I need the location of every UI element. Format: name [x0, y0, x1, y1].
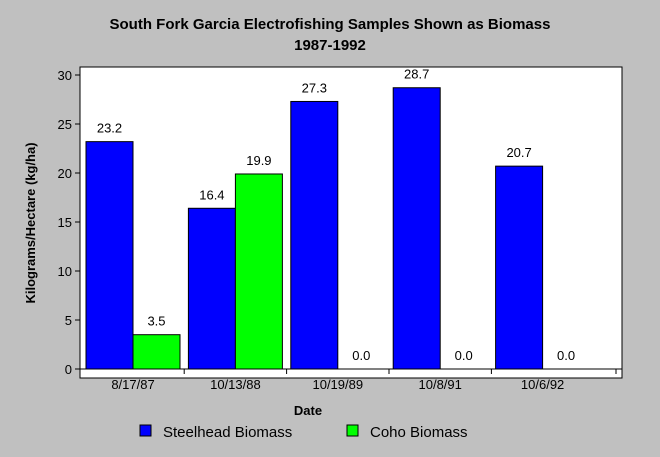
- data-label-steelhead-1: 16.4: [199, 187, 224, 202]
- x-tick-label: 10/8/91: [419, 377, 462, 392]
- x-axis-label: Date: [294, 403, 322, 418]
- y-tick-label: 30: [58, 68, 72, 83]
- y-tick-label: 20: [58, 166, 72, 181]
- bar-steelhead-1: [187, 207, 236, 370]
- bar-coho-1: [234, 173, 283, 370]
- data-label-coho-1: 19.9: [246, 153, 271, 168]
- legend-swatch-steelhead: [139, 424, 152, 437]
- bar-steelhead-2: [290, 100, 339, 370]
- x-axis: 8/17/87 10/13/88 10/19/89 10/8/91 10/6/92: [79, 368, 622, 392]
- bar-steelhead-4: [495, 165, 544, 370]
- legend: Steelhead Biomass Coho Biomass: [139, 424, 468, 441]
- y-tick-label: 15: [58, 215, 72, 230]
- bar-coho-0: [132, 334, 181, 370]
- y-tick-label: 0: [65, 362, 72, 377]
- legend-label-coho: Coho Biomass: [370, 424, 468, 441]
- bar-steelhead-0: [85, 141, 134, 370]
- chart-title: South Fork Garcia Electrofishing Samples…: [110, 16, 551, 33]
- y-tick-label: 25: [58, 117, 72, 132]
- y-axis: 0 5 10 15 20 25 30: [58, 68, 81, 377]
- y-tick-label: 5: [65, 313, 72, 328]
- bars-layer: [85, 87, 544, 370]
- data-label-steelhead-3: 28.7: [404, 67, 429, 82]
- bar-steelhead-3: [392, 87, 441, 370]
- x-tick-label: 10/13/88: [210, 377, 261, 392]
- data-label-coho-2: 0.0: [352, 348, 370, 363]
- x-tick-label: 8/17/87: [111, 377, 154, 392]
- data-labels-layer: 23.2 3.5 16.4 19.9 27.3 0.0 28.7 0.0 20.7 0.0: [97, 67, 575, 363]
- legend-swatch-coho: [346, 424, 359, 437]
- legend-label-steelhead: Steelhead Biomass: [163, 424, 292, 441]
- y-axis-label: Kilograms/Hectare (kg/ha): [23, 142, 38, 303]
- data-label-coho-0: 3.5: [147, 314, 165, 329]
- x-tick-label: 10/6/92: [521, 377, 564, 392]
- x-tick-label: 10/19/89: [312, 377, 363, 392]
- chart-subtitle: 1987-1992: [294, 37, 366, 54]
- y-tick-label: 10: [58, 264, 72, 279]
- data-label-steelhead-0: 23.2: [97, 121, 122, 136]
- data-label-steelhead-2: 27.3: [302, 80, 327, 95]
- data-label-coho-4: 0.0: [557, 348, 575, 363]
- data-label-coho-3: 0.0: [455, 348, 473, 363]
- data-label-steelhead-4: 20.7: [506, 145, 531, 160]
